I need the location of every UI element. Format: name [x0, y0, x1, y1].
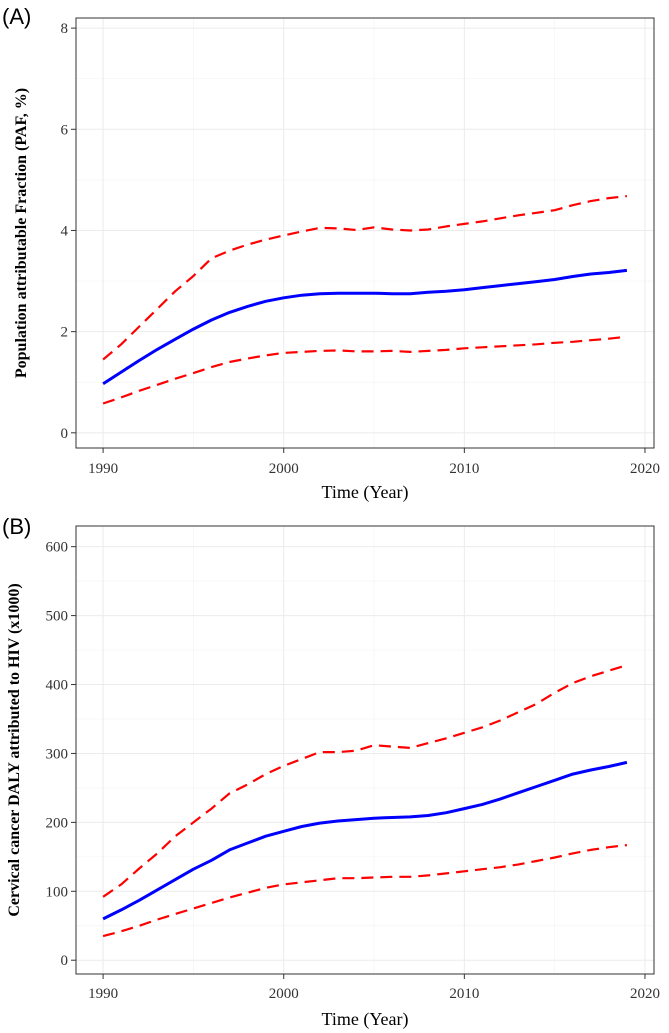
chart-a-y-tick-label: 2	[61, 325, 69, 341]
chart-a-series-upper-bound	[102, 195, 628, 361]
chart-a-x-tick-label: 2010	[449, 461, 479, 477]
chart-a-x-axis-label: Time (Year)	[321, 482, 408, 503]
chart-b-y-axis-label: Cervical cancer DALY attributed to HIV (…	[6, 583, 23, 916]
chart-b: (B) 1990 2000 2010 2020 0 100 200 300 400 500 600 Ti…	[2, 514, 660, 1030]
chart-b-x-axis-label: Time (Year)	[321, 1009, 408, 1030]
chart-a-x-tick-label: 2000	[269, 461, 299, 477]
chart-a-panel-label: (A)	[2, 4, 31, 29]
chart-b-series-upper-bound	[102, 664, 628, 898]
chart-a-x-tick-label: 1990	[88, 461, 118, 477]
chart-a-x-tick-label: 2020	[630, 461, 660, 477]
chart-a-y-tick-label: 4	[61, 223, 69, 239]
panel-a: (A) 1990 2000 2010 2020 0 2 4 6 8 Time (Year) Popul…	[0, 0, 669, 512]
chart-a-y-tick-label: 6	[61, 122, 69, 138]
chart-b-series-estimate	[102, 760, 628, 921]
chart-b-y-tick-label: 600	[46, 540, 69, 556]
chart-a-plot-frame	[75, 17, 655, 449]
chart-b-plot-frame	[75, 525, 655, 975]
chart-b-x-tick-label: 2010	[449, 986, 479, 1002]
chart-b-y-tick-label: 100	[46, 884, 69, 900]
chart-a: (A) 1990 2000 2010 2020 0 2 4 6 8 Time (Year) Popul…	[2, 4, 660, 503]
chart-b-series-lower-bound	[102, 844, 628, 938]
chart-a-y-tick-label: 8	[61, 21, 69, 37]
chart-b-x-tick-label: 2000	[269, 986, 299, 1002]
chart-a-y-axis-label: Population attributable Fraction (PAF, %…	[13, 88, 30, 378]
chart-b-y-tick-label: 400	[46, 678, 69, 694]
chart-b-y-tick-label: 200	[46, 815, 69, 831]
panel-b: (B) 1990 2000 2010 2020 0 100 200 300 400 500 600 Ti…	[0, 512, 669, 1033]
chart-b-y-tick-label: 500	[46, 609, 69, 625]
chart-a-series-estimate	[102, 268, 628, 386]
chart-b-x-tick-label: 2020	[630, 986, 660, 1002]
chart-b-y-tick-label: 300	[46, 746, 69, 762]
chart-b-y-tick-label: 0	[61, 953, 69, 969]
chart-a-y-tick-label: 0	[61, 426, 69, 442]
chart-b-x-tick-label: 1990	[88, 986, 118, 1002]
chart-b-panel-label: (B)	[2, 514, 31, 539]
chart-a-series-lower-bound	[102, 335, 628, 405]
